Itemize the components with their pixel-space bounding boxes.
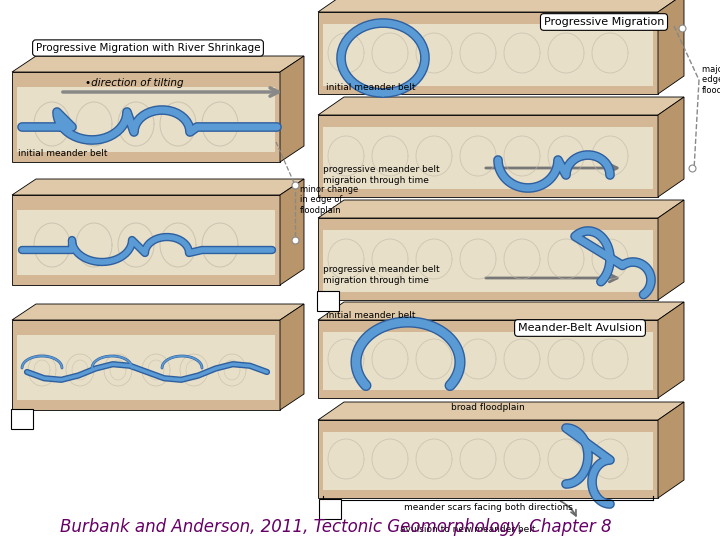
Polygon shape [12,320,280,410]
Polygon shape [318,302,684,320]
Polygon shape [658,0,684,94]
Text: Progressive Migration with River Shrinkage: Progressive Migration with River Shrinka… [36,43,260,53]
Text: C: C [325,503,335,516]
Text: initial meander belt: initial meander belt [326,84,415,92]
Polygon shape [658,302,684,398]
Polygon shape [318,402,684,420]
Text: meander scars facing both directions: meander scars facing both directions [404,503,572,512]
Polygon shape [12,72,280,162]
Text: progressive meander belt
migration through time: progressive meander belt migration throu… [323,265,440,285]
Text: B: B [323,294,333,307]
Text: initial meander belt: initial meander belt [18,150,107,159]
FancyBboxPatch shape [319,499,341,519]
Polygon shape [658,97,684,197]
Polygon shape [318,218,658,300]
Text: initial meander belt: initial meander belt [326,310,415,320]
Polygon shape [318,97,684,115]
FancyBboxPatch shape [317,291,339,311]
Text: A: A [17,413,27,426]
Polygon shape [323,230,653,292]
FancyBboxPatch shape [11,409,33,429]
Polygon shape [318,420,658,498]
Polygon shape [318,0,684,12]
Polygon shape [318,115,658,197]
Polygon shape [17,87,275,152]
Polygon shape [318,12,658,94]
Text: major change in
edge of
floodplain: major change in edge of floodplain [702,65,720,95]
Polygon shape [323,432,653,490]
Text: broad floodplain: broad floodplain [451,403,525,413]
Polygon shape [17,210,275,275]
Polygon shape [323,332,653,390]
Polygon shape [280,179,304,285]
Polygon shape [12,56,304,72]
Polygon shape [658,200,684,300]
Polygon shape [12,195,280,285]
Text: progressive meander belt
migration through time: progressive meander belt migration throu… [323,165,440,185]
Text: Meander-Belt Avulsion: Meander-Belt Avulsion [518,323,642,333]
Text: Progressive Migration: Progressive Migration [544,17,664,27]
Polygon shape [323,127,653,189]
Polygon shape [318,200,684,218]
Text: Burbank and Anderson, 2011, Tectonic Geomorphology, Chapter 8: Burbank and Anderson, 2011, Tectonic Geo… [60,518,611,536]
Text: •direction of tilting: •direction of tilting [85,78,184,88]
Text: minor change
in edge of
floodplain: minor change in edge of floodplain [300,185,359,215]
Polygon shape [658,402,684,498]
Text: avulsion to new meander belt: avulsion to new meander belt [400,525,536,535]
Polygon shape [318,320,658,398]
Polygon shape [280,304,304,410]
Polygon shape [17,335,275,400]
Polygon shape [280,56,304,162]
Polygon shape [12,179,304,195]
Polygon shape [323,24,653,86]
Polygon shape [12,304,304,320]
